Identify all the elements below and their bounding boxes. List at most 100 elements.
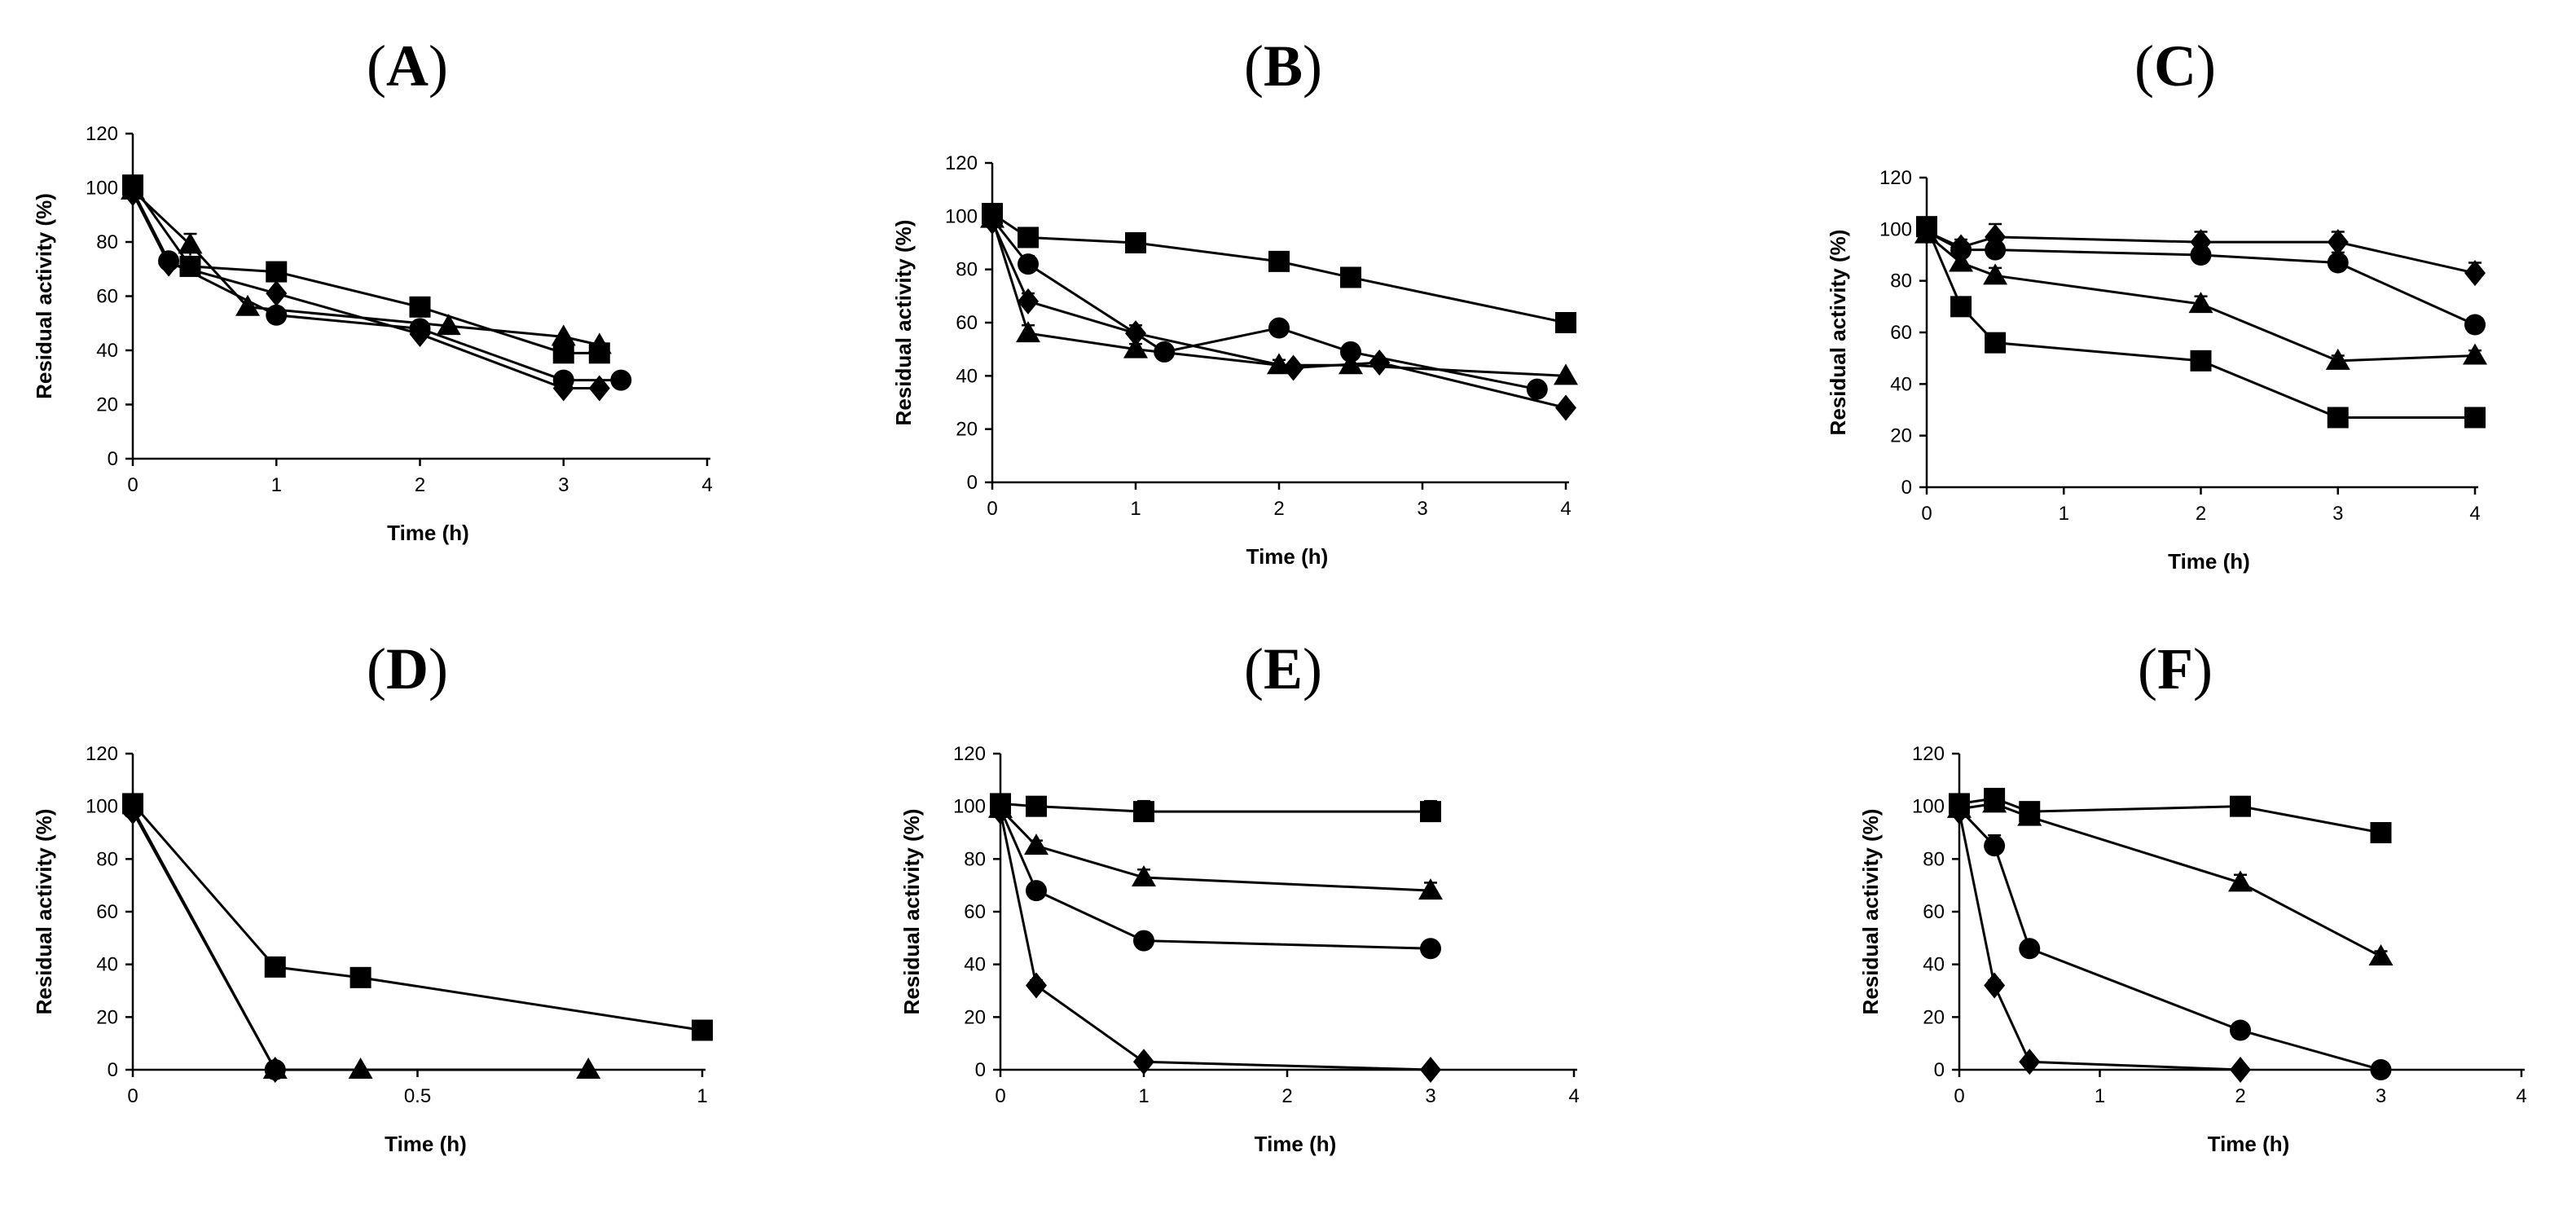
- series-line-triangle: [1958, 802, 2382, 958]
- panel-label: (D): [367, 636, 448, 701]
- y-tick-label: 40: [964, 954, 986, 976]
- y-tick-label: 100: [86, 178, 118, 200]
- series-diamond: [122, 180, 610, 402]
- y-axis-title: Residual activity (%): [1858, 809, 1883, 1015]
- panel-letter: A: [386, 33, 429, 99]
- y-tick-label: 60: [96, 901, 118, 923]
- data-point-diamond: [122, 180, 143, 207]
- data-point-square: [2190, 350, 2212, 372]
- data-point-square: [1018, 226, 1039, 248]
- y-tick-label: 100: [945, 205, 978, 227]
- data-point-circle: [1985, 239, 2007, 261]
- x-axis-title: Time (h): [2168, 549, 2250, 574]
- series-diamond: [1949, 798, 2251, 1083]
- y-tick-label: 20: [1890, 425, 1912, 447]
- data-point-square: [264, 956, 286, 978]
- y-axis-title: Residual activity (%): [899, 809, 924, 1015]
- series-triangle: [980, 206, 1578, 385]
- data-point-circle: [1026, 880, 1047, 902]
- chart-panel-d: (D) 0 20 40 60 80 100 120 0 0.5 1 Time (h) Residual …: [32, 636, 713, 1156]
- series-line-diamond: [131, 192, 600, 390]
- y-tick-label: 20: [964, 1006, 986, 1028]
- y-tick-label: 120: [86, 123, 118, 145]
- data-point-circle: [1340, 341, 1361, 363]
- y-tick-label: 20: [96, 1006, 118, 1028]
- series-square: [990, 793, 1441, 823]
- y-axis-title: Residual activity (%): [32, 193, 56, 399]
- y-tick-label: 20: [96, 394, 118, 416]
- chart-panel-a: (A) 0 20 40 60 80 100 120 0 1 2 3 4 Time (h) Residual …: [32, 33, 713, 545]
- series-line-square: [1925, 226, 2475, 419]
- x-axis-title: Time (h): [385, 1132, 467, 1156]
- data-point-triangle: [1016, 321, 1040, 343]
- data-point-circle: [1154, 341, 1176, 363]
- y-tick-label: 80: [1890, 270, 1912, 292]
- x-tick-label: 1: [271, 474, 282, 496]
- data-point-square: [552, 342, 574, 364]
- panel-letter: B: [1264, 33, 1303, 99]
- x-tick-label: 1: [2059, 503, 2069, 525]
- y-tick-label: 80: [956, 259, 978, 281]
- y-tick-label: 80: [96, 231, 118, 253]
- data-point-triangle: [1024, 833, 1048, 855]
- panel-label: (E): [1244, 636, 1322, 701]
- y-tick-label: 20: [1923, 1006, 1945, 1028]
- data-point-circle: [2019, 938, 2041, 960]
- data-point-diamond: [1555, 394, 1576, 421]
- data-point-square: [2370, 822, 2392, 843]
- y-tick-label: 40: [956, 365, 978, 387]
- data-point-diamond: [588, 375, 610, 402]
- data-point-circle: [1133, 930, 1154, 952]
- series-triangle: [262, 1058, 601, 1079]
- x-tick-label: 0: [987, 498, 997, 520]
- panel-letter: C: [2154, 33, 2196, 99]
- data-point-triangle: [576, 1058, 601, 1079]
- data-point-diamond: [2327, 229, 2349, 256]
- data-point-circle: [2464, 314, 2486, 336]
- data-point-diamond: [122, 798, 143, 825]
- y-tick-label: 0: [967, 472, 978, 494]
- panel-letter: F: [2157, 636, 2193, 701]
- chart-panel-b: (B) 0 20 40 60 80 100 120 0 1 2 3 4 Time (h) Residual …: [891, 33, 1578, 569]
- series-line-triangle: [991, 218, 1567, 377]
- data-point-circle: [2327, 252, 2349, 274]
- data-point-triangle: [436, 314, 461, 336]
- data-point-diamond: [2230, 1057, 2251, 1083]
- data-point-diamond: [266, 280, 288, 307]
- data-point-circle: [1420, 938, 1441, 960]
- data-point-square: [1340, 266, 1361, 288]
- data-point-square: [1985, 332, 2007, 354]
- y-tick-label: 80: [1923, 848, 1945, 870]
- y-tick-label: 120: [945, 152, 978, 174]
- data-point-triangle: [1123, 336, 1148, 358]
- x-axis-title: Time (h): [1246, 544, 1329, 569]
- data-point-triangle: [348, 1058, 373, 1079]
- data-point-square: [692, 1019, 713, 1041]
- data-point-circle: [1268, 317, 1290, 339]
- y-tick-label: 120: [1879, 167, 1912, 189]
- data-point-triangle: [2325, 348, 2350, 370]
- x-tick-label: 1: [697, 1085, 707, 1107]
- series-line-square: [131, 803, 703, 1031]
- series-square: [982, 203, 1576, 333]
- y-tick-label: 20: [956, 419, 978, 441]
- y-tick-label: 40: [96, 954, 118, 976]
- data-point-diamond: [264, 1057, 286, 1083]
- data-point-diamond: [1369, 350, 1391, 376]
- y-tick-label: 80: [96, 848, 118, 870]
- y-tick-label: 60: [1890, 322, 1912, 344]
- series-circle: [990, 798, 1441, 960]
- data-point-square: [1125, 232, 1146, 253]
- data-point-triangle: [2188, 292, 2213, 314]
- series-diamond: [982, 208, 1576, 421]
- x-tick-label: 0: [1954, 1085, 1964, 1107]
- data-point-circle: [2190, 244, 2212, 266]
- series-line-square: [1000, 802, 1431, 813]
- y-tick-label: 100: [1912, 796, 1945, 818]
- chart-panel-c: (C) 0 20 40 60 80 100 120 0 1 2 3 4 Time (h) Residual …: [1826, 33, 2487, 574]
- data-point-diamond: [158, 250, 180, 277]
- x-tick-label: 3: [558, 474, 569, 496]
- data-point-circle: [2230, 1019, 2251, 1041]
- y-tick-label: 0: [975, 1059, 986, 1081]
